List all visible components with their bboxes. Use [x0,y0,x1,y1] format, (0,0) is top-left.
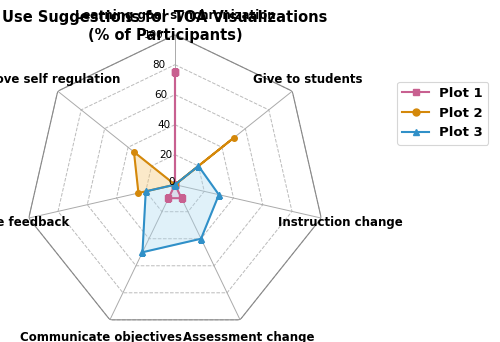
Polygon shape [168,72,181,198]
Polygon shape [142,166,219,252]
Text: 40: 40 [157,120,170,130]
Text: 80: 80 [152,60,166,70]
Legend: Plot 1, Plot 2, Plot 3: Plot 1, Plot 2, Plot 3 [397,82,488,145]
Text: 20: 20 [160,150,172,160]
Text: 0: 0 [168,177,175,187]
Text: Use Suggestions for TOA Visualizations
(% of Participants): Use Suggestions for TOA Visualizations (… [2,10,328,43]
Text: 100: 100 [144,30,163,40]
Text: 60: 60 [154,90,168,100]
Polygon shape [134,138,234,193]
